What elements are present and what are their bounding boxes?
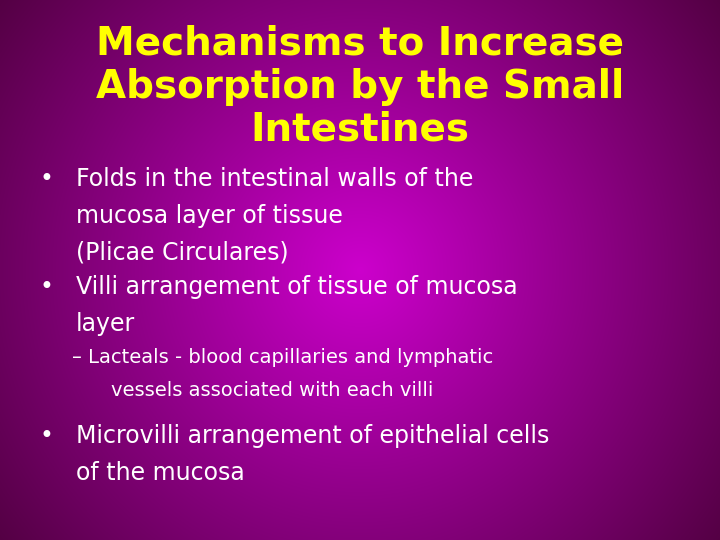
Text: •: •	[40, 275, 53, 299]
Text: Folds in the intestinal walls of the: Folds in the intestinal walls of the	[76, 167, 473, 191]
Text: Villi arrangement of tissue of mucosa: Villi arrangement of tissue of mucosa	[76, 275, 517, 299]
Text: •: •	[40, 167, 53, 191]
Text: Microvilli arrangement of epithelial cells: Microvilli arrangement of epithelial cel…	[76, 424, 549, 448]
Text: (Plicae Circulares): (Plicae Circulares)	[76, 241, 288, 265]
Text: Mechanisms to Increase: Mechanisms to Increase	[96, 24, 624, 62]
Text: mucosa layer of tissue: mucosa layer of tissue	[76, 204, 343, 228]
Text: of the mucosa: of the mucosa	[76, 461, 244, 484]
Text: Absorption by the Small: Absorption by the Small	[96, 68, 624, 105]
Text: Intestines: Intestines	[251, 111, 469, 148]
Text: vessels associated with each villi: vessels associated with each villi	[86, 381, 433, 400]
Text: layer: layer	[76, 312, 135, 336]
Text: •: •	[40, 424, 53, 448]
Text: – Lacteals - blood capillaries and lymphatic: – Lacteals - blood capillaries and lymph…	[72, 348, 493, 367]
